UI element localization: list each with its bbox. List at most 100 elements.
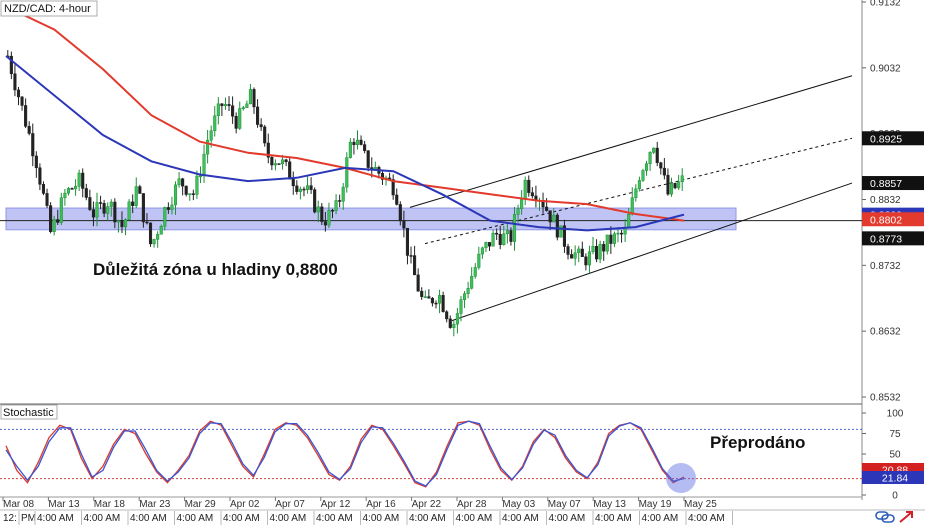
- candle-body: [562, 225, 567, 247]
- candle-body: [498, 233, 502, 245]
- candle-body: [673, 183, 677, 189]
- candle-body: [577, 248, 581, 254]
- candle-body: [20, 96, 24, 106]
- candle-body: [181, 178, 185, 187]
- candle-body: [584, 256, 588, 266]
- candle-body: [459, 299, 463, 314]
- date-label: May 19: [639, 499, 672, 510]
- candle-body: [88, 197, 92, 210]
- date-label: Mar 18: [94, 499, 126, 510]
- time-label: 4:00 AM: [363, 513, 400, 524]
- candle-body: [206, 139, 210, 155]
- candle-body: [63, 192, 67, 199]
- candle-body: [152, 239, 156, 245]
- candle-body: [616, 232, 620, 235]
- candle-body: [320, 206, 324, 222]
- candle-body: [138, 186, 142, 194]
- price-tick-label: 0.9132: [870, 0, 901, 9]
- time-label: 4:00 AM: [223, 513, 260, 524]
- candle-body: [627, 214, 631, 229]
- time-label: 4:00 AM: [130, 513, 167, 524]
- candle-body: [24, 105, 28, 127]
- stoch-line-1: [5, 420, 685, 487]
- candle-body: [334, 200, 338, 211]
- candle-body: [156, 234, 160, 240]
- candle-body: [352, 141, 356, 146]
- candle-body: [198, 175, 203, 178]
- candle-body: [659, 162, 663, 169]
- candle-body: [487, 242, 492, 247]
- candle-body: [441, 295, 445, 312]
- candle-body: [70, 188, 74, 190]
- candle-body: [591, 246, 595, 253]
- candle-body: [141, 193, 145, 223]
- stoch-tick-label: 50: [889, 450, 901, 461]
- candle-body: [609, 234, 613, 244]
- candle-body: [413, 255, 417, 276]
- candle-body: [273, 163, 277, 166]
- time-label: PM: [21, 513, 36, 524]
- zone-annotation: Důležitá zóna u hladiny 0,8800: [93, 260, 338, 279]
- candle-body: [570, 254, 574, 259]
- candle-body: [313, 189, 317, 213]
- candle-body: [602, 244, 606, 252]
- candle-body: [52, 219, 56, 232]
- candle-body: [302, 188, 306, 191]
- candle-body: [477, 253, 481, 268]
- candle-body: [234, 116, 238, 129]
- candle-body: [566, 246, 570, 255]
- candle-body: [209, 130, 213, 141]
- candle-body: [134, 186, 138, 206]
- price-tick-label: 0.9032: [870, 63, 901, 74]
- candle-body: [359, 139, 363, 145]
- candle-body: [91, 209, 95, 218]
- candle-body: [502, 233, 506, 245]
- candle-body: [662, 167, 666, 176]
- time-label: 4:00 AM: [549, 513, 586, 524]
- date-label: Apr 16: [366, 499, 396, 510]
- stochastic-title: Stochastic: [3, 407, 54, 419]
- candle-body: [677, 181, 681, 189]
- candle-body: [630, 197, 634, 215]
- candle-body: [148, 222, 153, 245]
- date-label: Apr 02: [230, 499, 260, 510]
- candle-body: [652, 147, 656, 153]
- link-icon[interactable]: [875, 511, 895, 523]
- date-label: Mar 23: [139, 499, 171, 510]
- candle-body: [266, 142, 270, 158]
- candle-body: [416, 274, 420, 292]
- candle-body: [227, 104, 231, 106]
- candle-body: [281, 159, 285, 165]
- time-label: 4:00 AM: [37, 513, 74, 524]
- candle-body: [277, 163, 281, 165]
- candle-body: [330, 209, 335, 212]
- candle-body: [256, 106, 260, 125]
- candle-body: [373, 167, 377, 170]
- price-tag-bg: [862, 131, 924, 146]
- candle-body: [452, 323, 456, 328]
- channel-upper: [409, 75, 853, 208]
- candle-body: [270, 157, 274, 166]
- price-tag-0.8773: 0.8773: [870, 233, 902, 245]
- candle-body: [170, 204, 174, 210]
- candle-body: [16, 89, 21, 98]
- candle-body: [391, 179, 395, 196]
- candle-body: [59, 197, 63, 223]
- candle-body: [641, 170, 645, 181]
- candle-body: [49, 205, 53, 232]
- stochastic-panel: [0, 420, 862, 493]
- candle-body: [559, 225, 563, 238]
- candle-body: [295, 185, 299, 192]
- time-label: 4:00 AM: [84, 513, 121, 524]
- price-tag-0.8802: 0.8802: [870, 214, 902, 226]
- stochastic-title-box: [0, 404, 58, 420]
- candle-body: [470, 276, 474, 289]
- arrow-icon[interactable]: [899, 511, 913, 523]
- candle-body: [484, 242, 488, 249]
- chart-title: NZD/CAD: 4-hour: [4, 3, 91, 15]
- candle-body: [445, 311, 449, 320]
- candle-body: [74, 186, 78, 190]
- candle-body: [123, 219, 128, 228]
- candle-body: [530, 192, 534, 197]
- candle-body: [291, 178, 295, 187]
